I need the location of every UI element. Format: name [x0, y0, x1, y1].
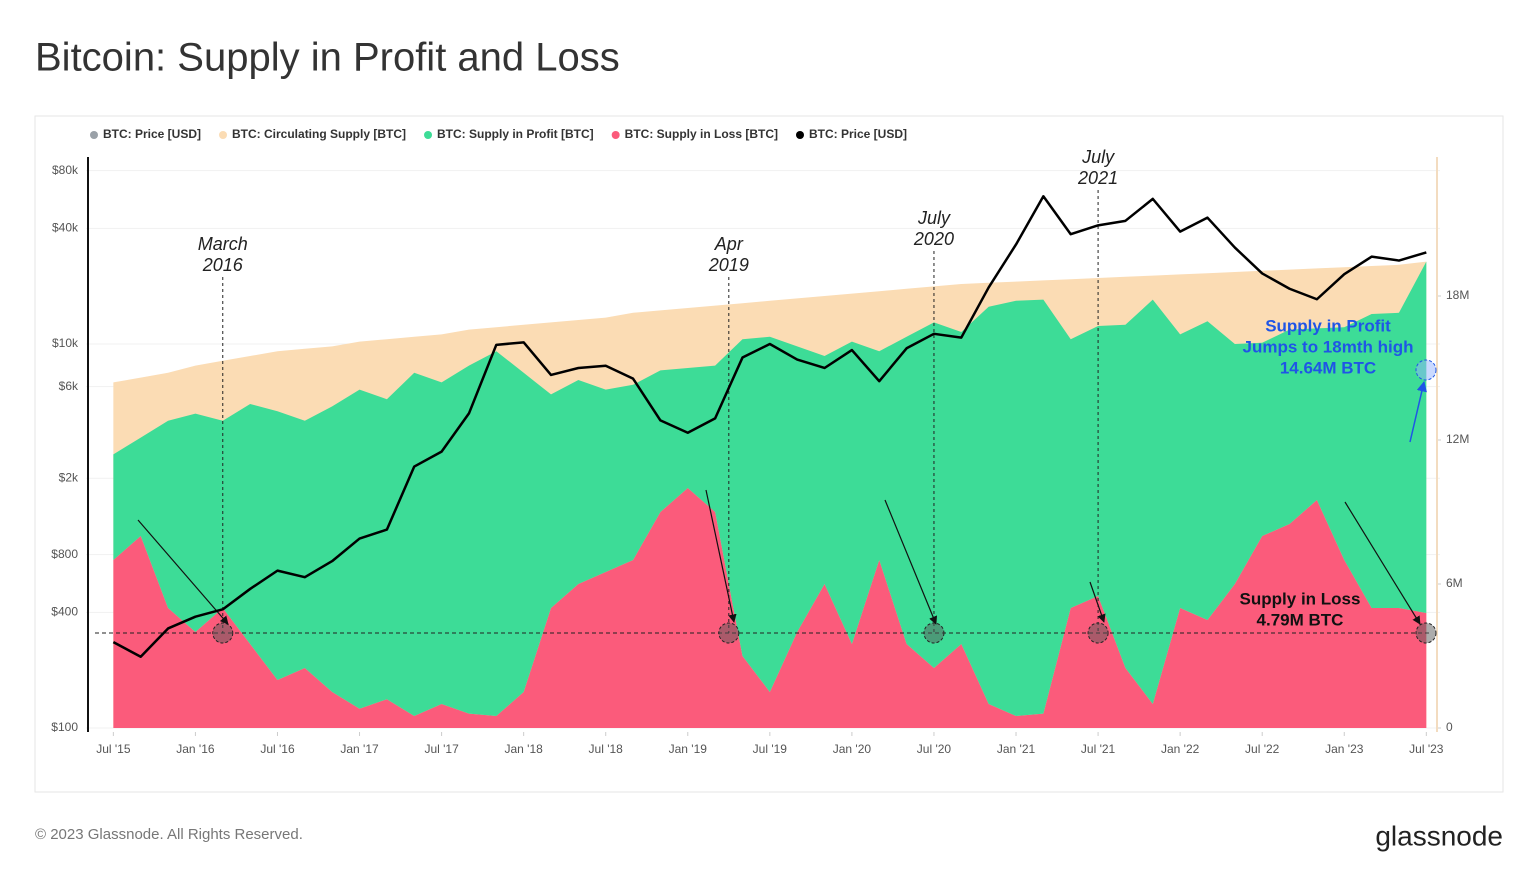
x-tick-label: Jan '18	[504, 742, 543, 756]
annotation-label: 2021	[1077, 168, 1118, 188]
legend-marker	[796, 131, 804, 139]
legend-marker	[219, 131, 228, 139]
x-tick-label: Jul '17	[424, 742, 459, 756]
y-tick-label: $6k	[59, 379, 79, 393]
profit-arrow	[1409, 380, 1427, 443]
x-tick-label: Jan '20	[833, 742, 872, 756]
annotation-arrow	[137, 519, 229, 625]
x-tick-label: Jul '23	[1409, 742, 1444, 756]
price-line	[112, 195, 1427, 659]
legend-label: BTC: Supply in Profit [BTC]	[437, 127, 594, 141]
x-tick-label: Jan '22	[1161, 742, 1200, 756]
annotation-circle	[212, 622, 234, 644]
x-tick-label: Jul '15	[96, 742, 131, 756]
y2-tick-label: 6M	[1446, 576, 1463, 590]
profit-callout: Supply in Profit	[1265, 316, 1391, 335]
logo: glassnode	[1375, 820, 1503, 851]
loss-callout: Supply in Loss	[1240, 589, 1361, 608]
annotation-circle	[923, 622, 945, 644]
x-tick-label: Jul '20	[917, 742, 952, 756]
annotation-label: July	[1081, 147, 1115, 167]
x-tick-label: Jul '18	[589, 742, 624, 756]
annotation-label: March	[198, 234, 248, 254]
legend-label: BTC: Supply in Loss [BTC]	[625, 127, 778, 141]
annotation-label: 2019	[708, 255, 749, 275]
annotation-label: Apr	[714, 234, 744, 254]
profit-circle	[1415, 359, 1437, 381]
page-title: Bitcoin: Supply in Profit and Loss	[35, 36, 620, 80]
x-tick-label: Jul '16	[260, 742, 295, 756]
copyright: © 2023 Glassnode. All Rights Reserved.	[35, 826, 303, 843]
annotation-label: 2016	[202, 255, 244, 275]
y-tick-label: $80k	[52, 163, 79, 177]
x-tick-label: Jan '23	[1325, 742, 1364, 756]
legend-marker	[611, 131, 620, 139]
y2-tick-label: 18M	[1446, 288, 1469, 302]
annotation-label: July	[917, 208, 951, 228]
profit-callout: 14.64M BTC	[1280, 358, 1376, 377]
legend-label: BTC: Price [USD]	[103, 127, 201, 141]
y-tick-label: $800	[51, 547, 78, 561]
legend-marker	[90, 131, 98, 139]
y2-tick-label: 0	[1446, 720, 1453, 734]
annotation-circle	[718, 622, 740, 644]
x-tick-label: Jul '22	[1245, 742, 1280, 756]
y-tick-label: $100	[51, 720, 78, 734]
annotation-arrow	[884, 499, 938, 625]
profit-callout: Jumps to 18mth high	[1243, 337, 1414, 356]
area	[113, 261, 1427, 716]
area	[113, 488, 1427, 728]
x-tick-label: Jan '17	[340, 742, 379, 756]
y2-tick-label: 12M	[1446, 432, 1469, 446]
x-tick-label: Jul '19	[753, 742, 788, 756]
annotation-arrow	[1344, 501, 1421, 625]
legend-label: BTC: Circulating Supply [BTC]	[232, 127, 406, 141]
annotation-arrow	[1089, 581, 1106, 623]
loss-callout: 4.79M BTC	[1257, 610, 1344, 629]
plot: $100 $400 $800 $2k $6k $10k $40k $80k 0 6M 12M 18M J…	[51, 127, 1469, 756]
y-tick-label: $40k	[52, 221, 79, 235]
y-tick-label: $2k	[59, 470, 79, 484]
x-tick-label: Jan '16	[176, 742, 215, 756]
legend-marker	[424, 131, 433, 139]
x-tick-label: Jul '21	[1081, 742, 1116, 756]
annotation-circle	[1087, 622, 1109, 644]
y-tick-label: $10k	[52, 336, 79, 350]
chart-panel	[34, 115, 1504, 793]
x-tick-label: Jan '21	[997, 742, 1036, 756]
annotation-label: 2020	[913, 229, 954, 249]
legend-label: BTC: Price [USD]	[809, 127, 907, 141]
annotation-circle	[1415, 622, 1437, 644]
x-tick-label: Jan '19	[669, 742, 708, 756]
annotation-arrow	[705, 489, 737, 623]
y-tick-label: $400	[51, 605, 78, 619]
